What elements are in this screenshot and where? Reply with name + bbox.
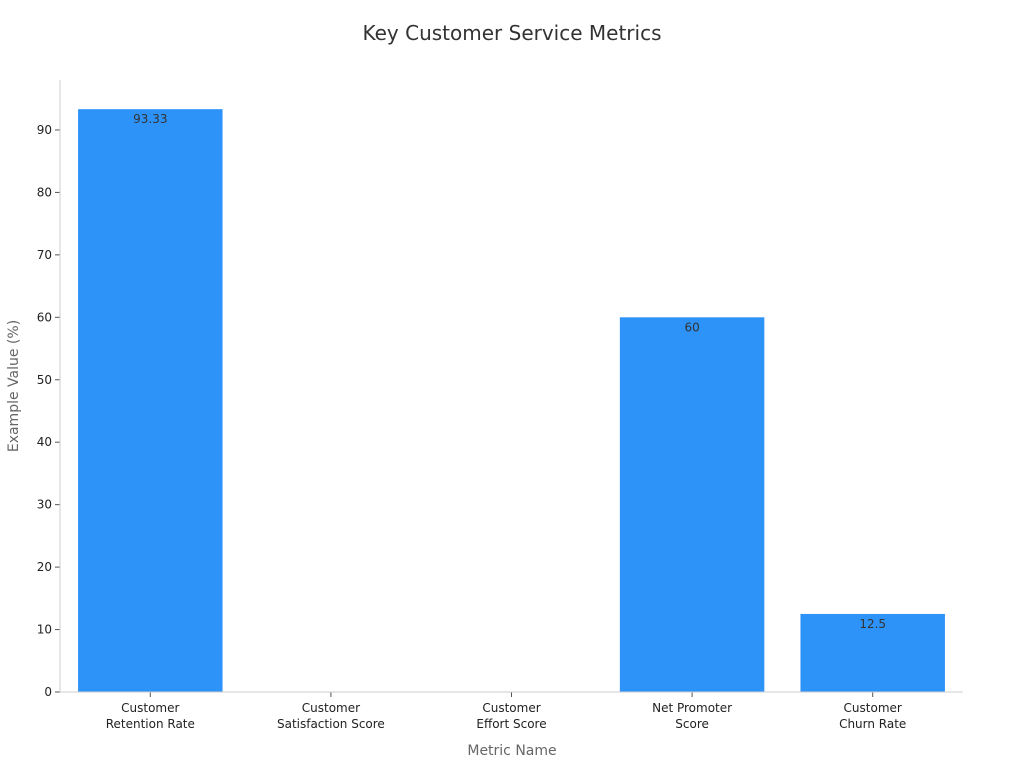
x-axis-label: Metric Name <box>467 743 556 759</box>
data-label: 12.5 <box>859 617 886 631</box>
x-tick-label-line: Customer <box>844 701 902 715</box>
y-tick-label: 0 <box>44 685 52 699</box>
bar <box>78 109 223 692</box>
data-label: 93.33 <box>133 112 167 126</box>
x-tick-label-line: Customer <box>302 701 360 715</box>
x-tick-label-line: Satisfaction Score <box>277 717 385 731</box>
chart-title: Key Customer Service Metrics <box>363 21 662 45</box>
x-tick-label: Customer Effort Score <box>476 701 546 731</box>
x-tick-label-line: Retention Rate <box>106 717 195 731</box>
plot-area: 0 10 20 30 40 50 60 70 80 90 93.33 Customer Retentio… <box>37 109 945 731</box>
y-axis-label: Example Value (%) <box>6 320 22 452</box>
x-tick-label: Customer Satisfaction Score <box>277 701 385 731</box>
y-tick-label: 10 <box>37 623 52 637</box>
x-tick-label-line: Score <box>675 717 709 731</box>
y-tick-label: 60 <box>37 310 52 324</box>
x-tick-label-line: Churn Rate <box>839 717 906 731</box>
y-tick-label: 70 <box>37 248 52 262</box>
bar <box>619 317 765 692</box>
x-tick-label: Customer Retention Rate <box>106 701 195 731</box>
y-tick-label: 80 <box>37 185 52 199</box>
x-tick-label-line: Customer <box>121 701 179 715</box>
data-label: 60 <box>684 320 699 334</box>
y-tick-label: 90 <box>37 123 52 137</box>
x-tick-label-line: Net Promoter <box>652 701 732 715</box>
y-tick-label: 50 <box>37 373 52 387</box>
x-tick-label-line: Customer <box>482 701 540 715</box>
y-tick-label: 40 <box>37 435 52 449</box>
x-tick-label: Net Promoter Score <box>652 701 732 731</box>
x-tick-label: Customer Churn Rate <box>839 701 906 731</box>
y-tick-label: 30 <box>37 498 52 512</box>
y-tick-label: 20 <box>37 560 52 574</box>
bar <box>800 613 945 692</box>
x-tick-label-line: Effort Score <box>476 717 546 731</box>
